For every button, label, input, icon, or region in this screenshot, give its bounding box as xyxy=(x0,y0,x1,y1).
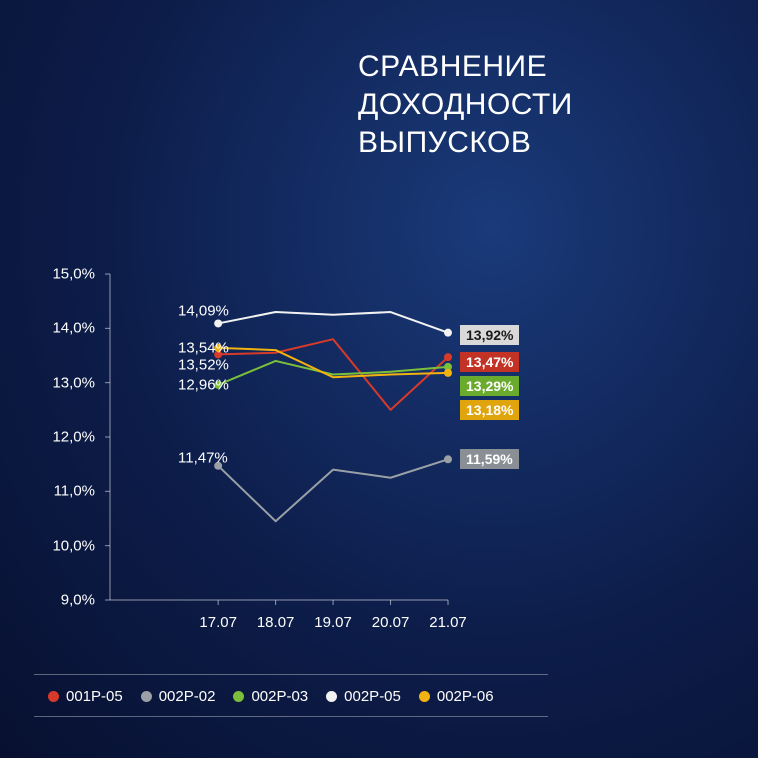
series-end-badge: 13,29% xyxy=(460,376,519,396)
series-end-badge: 11,59% xyxy=(460,449,519,469)
chart-area xyxy=(0,0,758,758)
legend-label: 002P-02 xyxy=(159,688,216,705)
legend-dot-icon xyxy=(326,691,337,702)
series-start-label: 11,47% xyxy=(178,449,228,466)
legend-label: 002P-06 xyxy=(437,688,494,705)
legend-dot-icon xyxy=(233,691,244,702)
series-start-label: 13,52% xyxy=(178,356,229,373)
x-tick-label: 18.07 xyxy=(257,614,295,631)
legend-label: 001P-05 xyxy=(66,688,123,705)
series-end-badge: 13,47% xyxy=(460,352,519,372)
legend-dot-icon xyxy=(48,691,59,702)
y-tick-label: 10,0% xyxy=(52,537,95,554)
legend-divider-bottom xyxy=(34,716,548,717)
legend-item: 002P-02 xyxy=(141,688,216,705)
series-start-label: 12,96% xyxy=(178,376,229,393)
y-tick-label: 13,0% xyxy=(52,374,95,391)
x-tick-label: 17.07 xyxy=(199,614,237,631)
y-tick-label: 11,0% xyxy=(54,483,95,500)
y-tick-label: 15,0% xyxy=(52,266,95,283)
legend-dot-icon xyxy=(419,691,430,702)
legend-divider-top xyxy=(34,674,548,675)
legend-label: 002P-05 xyxy=(344,688,401,705)
x-tick-label: 19.07 xyxy=(314,614,352,631)
series-start-label: 13,54% xyxy=(178,339,229,356)
x-tick-label: 20.07 xyxy=(372,614,410,631)
series-start-label: 14,09% xyxy=(178,303,229,320)
series-end-badge: 13,18% xyxy=(460,400,519,420)
legend-item: 001P-05 xyxy=(48,688,123,705)
legend-label: 002P-03 xyxy=(251,688,308,705)
y-tick-label: 14,0% xyxy=(52,320,95,337)
legend: 001P-05 002P-02 002P-03 002P-05 002P-06 xyxy=(48,688,494,705)
y-tick-label: 12,0% xyxy=(52,429,95,446)
x-tick-label: 21.07 xyxy=(429,614,467,631)
legend-item: 002P-03 xyxy=(233,688,308,705)
legend-item: 002P-06 xyxy=(419,688,494,705)
y-tick-label: 9,0% xyxy=(61,592,95,609)
series-end-badge: 13,92% xyxy=(460,325,519,345)
legend-item: 002P-05 xyxy=(326,688,401,705)
legend-dot-icon xyxy=(141,691,152,702)
